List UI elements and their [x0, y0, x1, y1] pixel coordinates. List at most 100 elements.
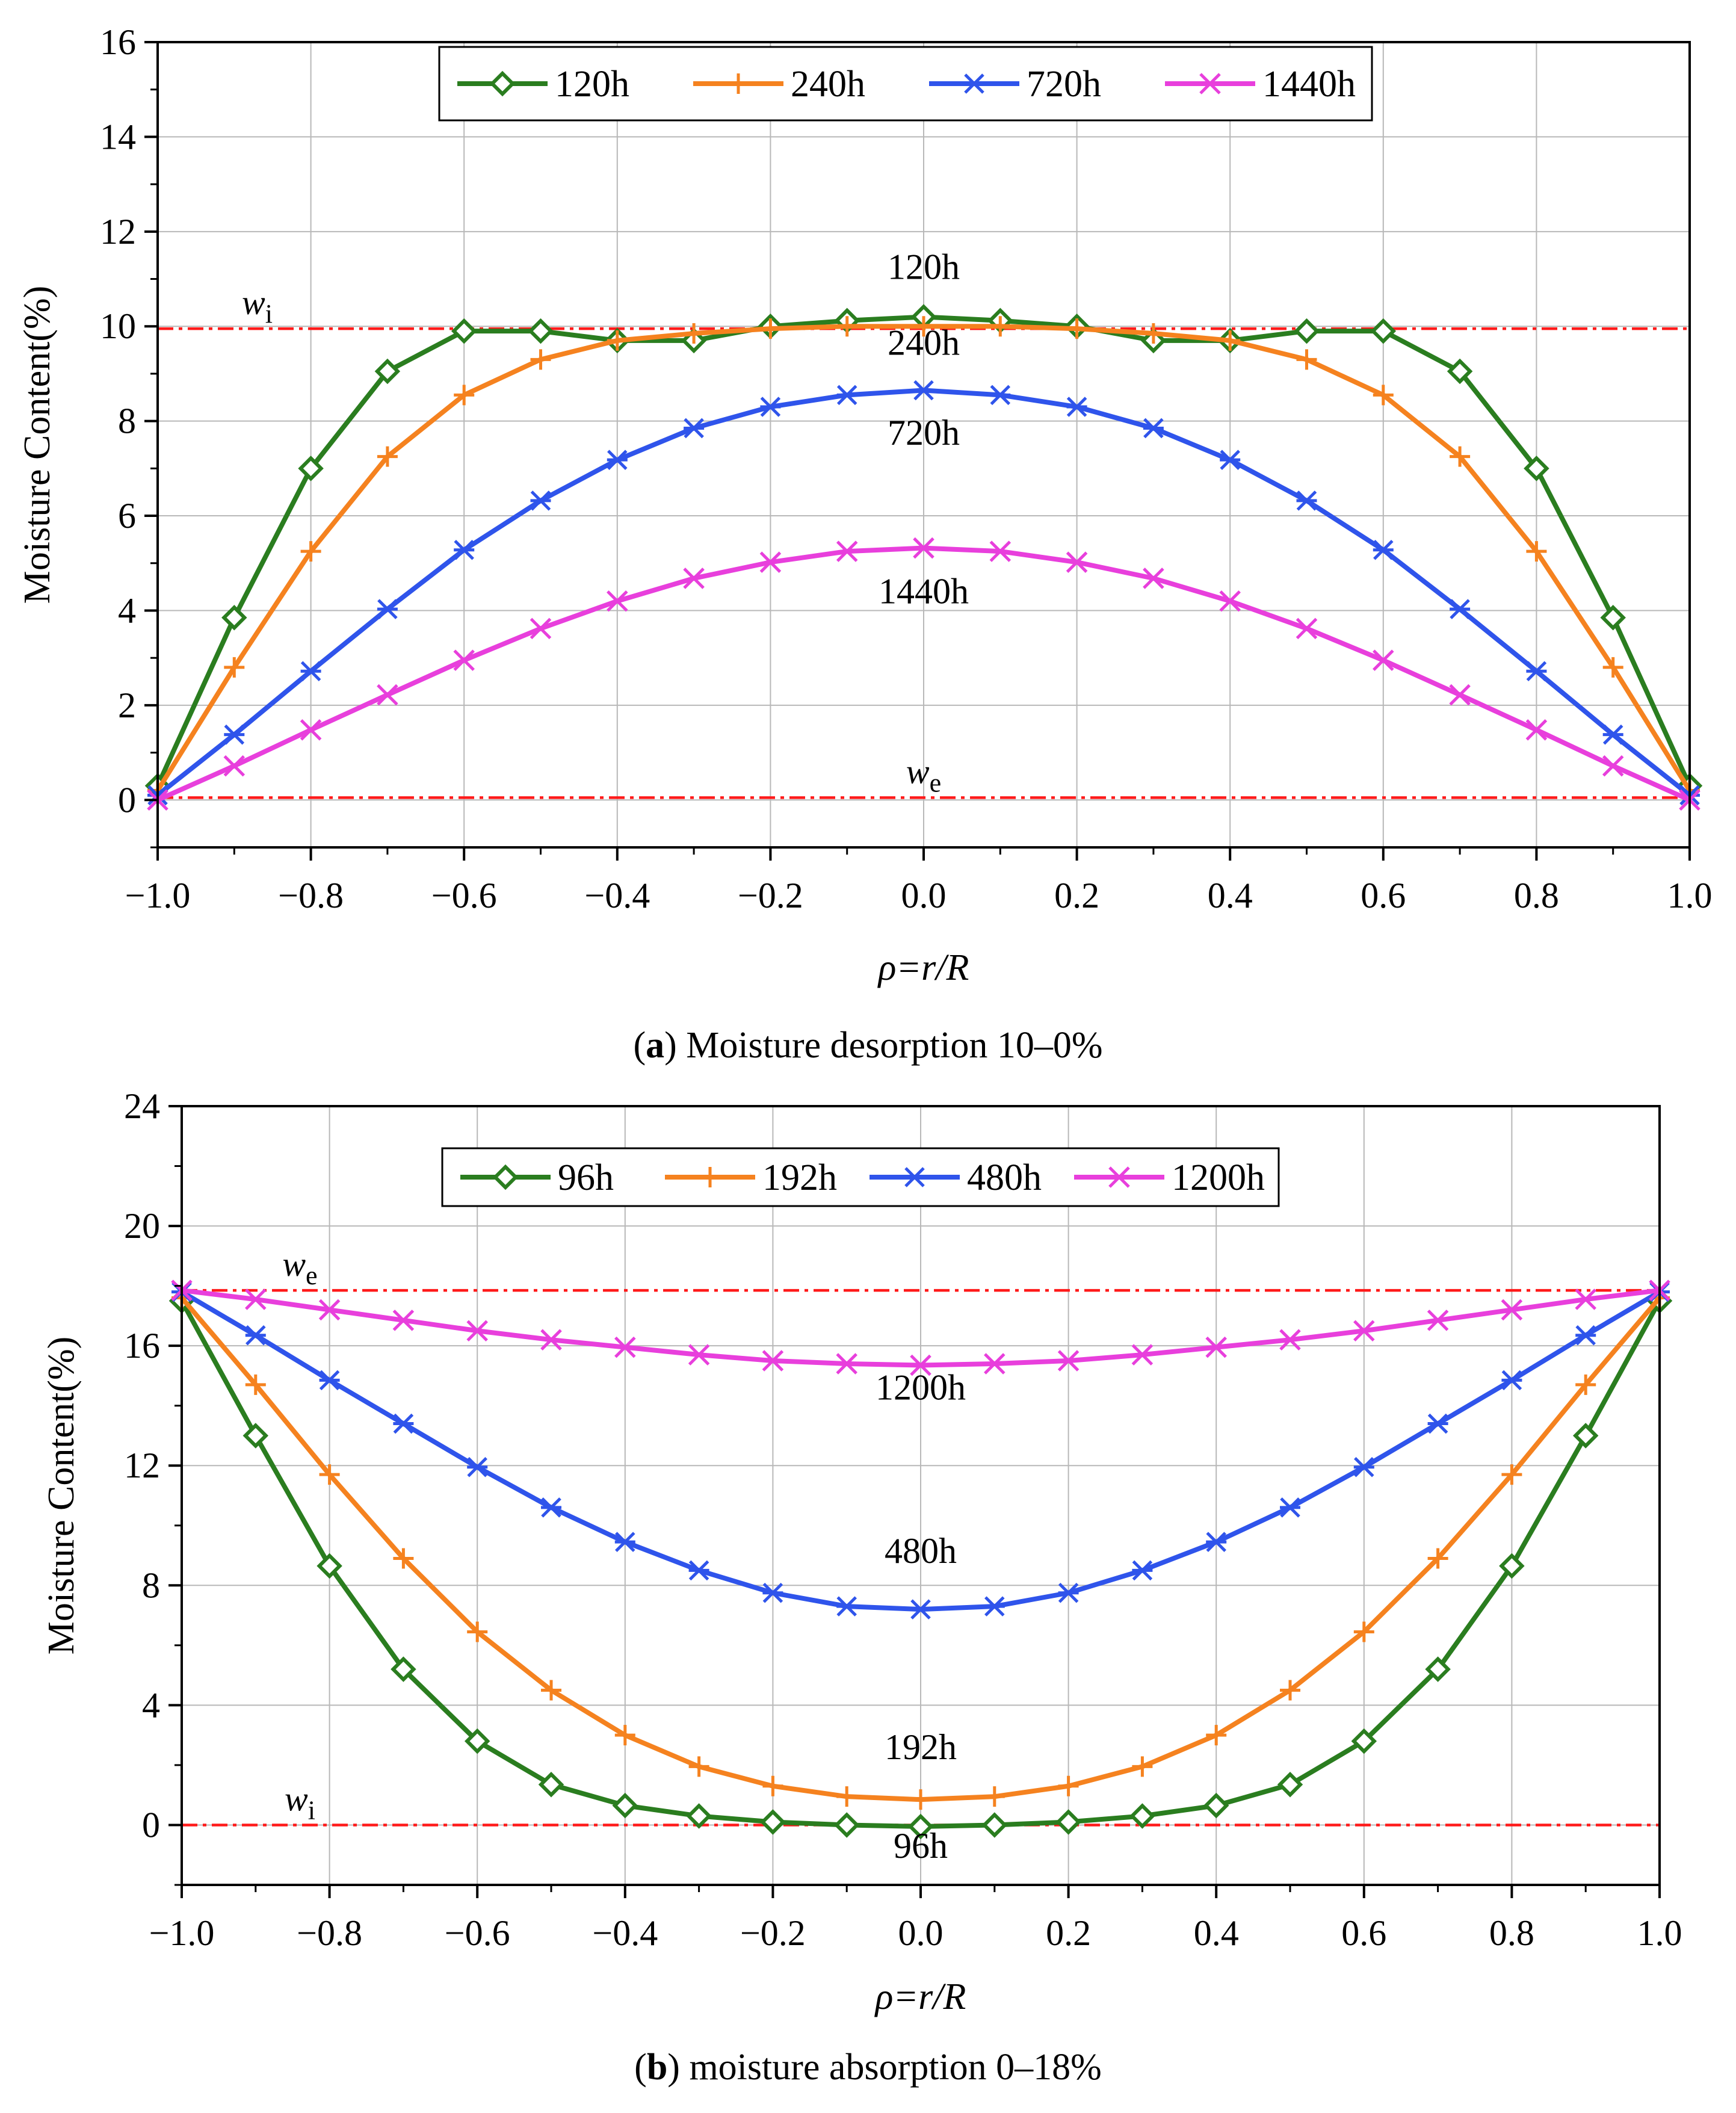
data-point-240h	[224, 657, 245, 678]
curve-label-240h: 240h	[888, 323, 960, 362]
legend-label-720h: 720h	[1027, 64, 1101, 105]
data-point-120h	[451, 318, 477, 344]
data-point-96h	[686, 1803, 712, 1829]
data-point-192h	[467, 1621, 488, 1642]
data-point-1440h	[607, 590, 628, 612]
data-point-240h	[377, 446, 398, 467]
y-tick-label: 12	[124, 1446, 160, 1485]
data-point-96h	[1055, 1809, 1081, 1835]
data-point-96h	[464, 1728, 490, 1754]
data-point-1200h	[392, 1310, 415, 1331]
data-point-96h	[833, 1812, 860, 1838]
data-point-96h	[760, 1809, 786, 1835]
data-point-720h	[1220, 450, 1241, 470]
reference-label-we: we	[906, 752, 941, 797]
data-point-192h	[1427, 1548, 1448, 1569]
data-point-1200h	[1205, 1336, 1227, 1358]
caption-a-text: Moisture desorption 10–0%	[676, 1025, 1103, 1066]
data-point-1200h	[540, 1329, 562, 1350]
x-tick-label: −0.6	[431, 876, 497, 915]
legend-label-192h: 192h	[762, 1157, 837, 1198]
x-tick-label: 0.6	[1361, 876, 1406, 915]
data-point-1440h	[683, 568, 705, 589]
caption-a-label: a	[646, 1025, 665, 1066]
data-point-1200h	[984, 1353, 1005, 1375]
data-point-120h	[298, 456, 324, 481]
data-point-1440h	[759, 551, 782, 573]
data-point-192h	[1575, 1374, 1596, 1395]
data-point-720h	[760, 397, 781, 417]
data-point-192h	[984, 1786, 1005, 1807]
data-point-480h	[1058, 1582, 1079, 1603]
legend-label-480h: 480h	[967, 1157, 1042, 1198]
data-point-1200h	[910, 1354, 931, 1376]
y-axis-label: Moisture Content(%)	[17, 286, 58, 604]
data-point-480h	[688, 1560, 709, 1581]
data-point-96h	[1499, 1553, 1525, 1579]
caption-b-label: b	[646, 2047, 668, 2088]
data-point-720h	[684, 418, 705, 439]
data-point-1440h	[989, 540, 1012, 562]
data-point-720h	[1296, 490, 1317, 511]
data-point-480h	[614, 1532, 635, 1552]
legend-marker-480h	[904, 1167, 925, 1187]
y-tick-label: 8	[118, 401, 136, 441]
data-point-192h	[614, 1725, 635, 1746]
caption-b: (b) moisture absorption 0–18%	[634, 2047, 1102, 2088]
data-point-720h	[836, 385, 857, 406]
reference-label-we: we	[282, 1245, 317, 1290]
data-point-120h	[221, 605, 247, 631]
data-point-96h	[1572, 1423, 1599, 1449]
data-point-96h	[1203, 1792, 1229, 1819]
data-point-1440h	[300, 719, 322, 741]
chart-a: wi we 120h 240h 720h 1440h −1.0 −0.8 −0.6 −0.4 −0.…	[17, 22, 1713, 988]
data-point-480h	[467, 1456, 488, 1477]
y-tick-label: 2	[118, 685, 136, 725]
y-tick-label: 4	[142, 1685, 160, 1725]
x-tick-label: 0.4	[1194, 1913, 1239, 1953]
x-axis-label: ρ=r/R	[877, 947, 969, 988]
data-point-1200h	[1279, 1329, 1301, 1350]
data-point-96h	[317, 1553, 342, 1579]
data-point-1440h	[1296, 617, 1318, 640]
curve-label-1440h: 1440h	[879, 572, 969, 611]
data-point-240h	[1602, 657, 1623, 678]
legend-marker-1440h	[1199, 73, 1221, 94]
data-point-96h	[391, 1656, 416, 1682]
data-point-480h	[762, 1582, 783, 1603]
data-point-1200h	[688, 1344, 710, 1366]
data-point-720h	[1143, 418, 1164, 439]
y-tick-label: 14	[100, 117, 136, 156]
x-tick-label: −0.8	[297, 1913, 362, 1953]
x-tick-label: 0.2	[1054, 876, 1099, 915]
data-point-1200h	[245, 1289, 267, 1310]
data-point-1440h	[1525, 719, 1548, 741]
reference-label-sub: e	[930, 768, 942, 797]
data-point-240h	[760, 318, 781, 339]
data-point-480h	[1206, 1532, 1227, 1552]
caption-a: (a) Moisture desorption 10–0%	[633, 1025, 1103, 1066]
x-tick-label: 0.8	[1489, 1913, 1534, 1953]
data-point-120h	[374, 358, 401, 385]
legend-label-1440h: 1440h	[1262, 64, 1356, 105]
x-tick-label: −1.0	[125, 876, 191, 915]
reference-label-wi: wi	[242, 283, 273, 329]
x-tick-label: −0.4	[592, 1913, 658, 1953]
x-tick-label: −0.4	[584, 876, 650, 915]
data-point-1200h	[1353, 1320, 1375, 1342]
data-point-192h	[1206, 1725, 1227, 1746]
data-point-480h	[1280, 1497, 1300, 1518]
data-point-240h	[990, 316, 1011, 337]
legend-label-1200h: 1200h	[1172, 1157, 1265, 1198]
legend-marker-120h	[489, 70, 516, 97]
data-point-96h	[907, 1813, 934, 1840]
data-point-480h	[1501, 1370, 1522, 1391]
legend-label-120h: 120h	[555, 64, 629, 105]
data-point-96h	[1425, 1656, 1451, 1682]
data-point-480h	[393, 1413, 414, 1434]
data-point-240h	[454, 385, 475, 406]
data-point-480h	[1575, 1325, 1596, 1346]
data-point-1200h	[836, 1353, 857, 1375]
data-point-480h	[245, 1325, 266, 1346]
curve-label-480h: 480h	[885, 1531, 957, 1571]
